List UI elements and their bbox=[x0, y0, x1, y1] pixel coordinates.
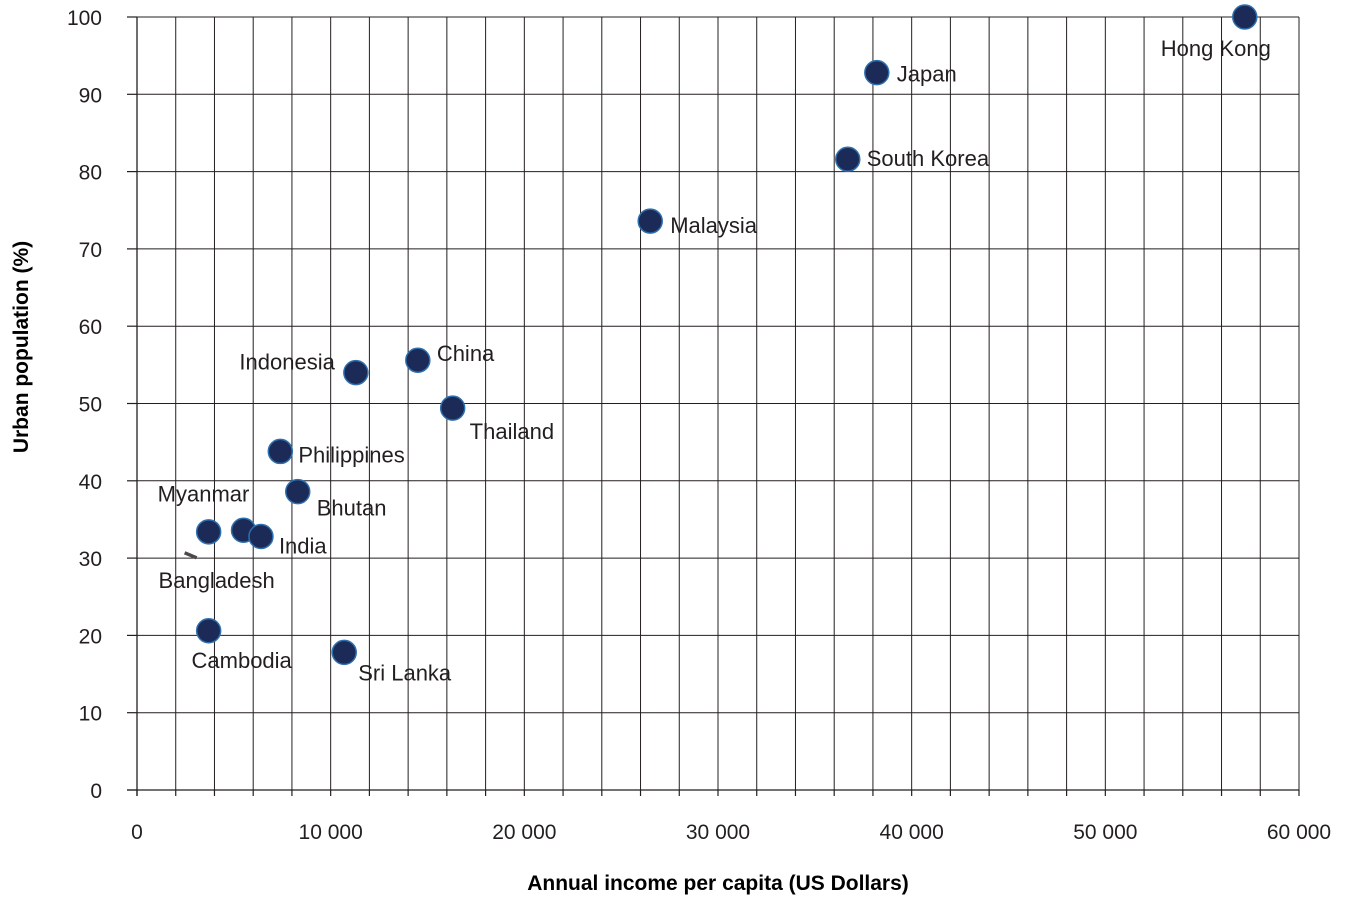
point-label-myanmar: Myanmar bbox=[158, 481, 250, 506]
point-label-india: India bbox=[279, 533, 327, 558]
data-point-bhutan bbox=[284, 478, 311, 505]
data-point-china bbox=[405, 347, 431, 373]
x-tick-label: 20 000 bbox=[492, 821, 556, 844]
y-tick-label: 20 bbox=[79, 625, 102, 648]
point-label-south-korea: South Korea bbox=[867, 146, 990, 171]
y-tick-label: 80 bbox=[79, 162, 102, 185]
x-tick-label: 10 000 bbox=[299, 821, 363, 844]
y-tick-label: 50 bbox=[79, 394, 102, 417]
y-tick-label: 40 bbox=[79, 471, 102, 494]
point-labels: Hong Kong Japan South Korea Malaysia China In… bbox=[158, 36, 1271, 685]
x-tick-label: 0 bbox=[131, 821, 143, 844]
y-tick-label: 30 bbox=[79, 548, 102, 571]
data-point-cambodia bbox=[195, 618, 222, 644]
point-label-sri-lanka: Sri Lanka bbox=[358, 660, 452, 685]
x-axis-title: Annual income per capita (US Dollars) bbox=[527, 872, 909, 895]
x-tick-label: 30 000 bbox=[686, 821, 750, 844]
data-point-philippines bbox=[267, 438, 294, 465]
point-label-malaysia: Malaysia bbox=[670, 213, 758, 238]
data-point-india bbox=[248, 523, 274, 550]
x-tick-label: 50 000 bbox=[1073, 821, 1137, 844]
data-point-hong-kong bbox=[1232, 4, 1258, 30]
y-tick-label: 70 bbox=[79, 239, 102, 262]
y-axis-tick-labels: 0 10 20 30 40 50 60 70 80 90 100 bbox=[67, 7, 102, 803]
x-tick-label: 60 000 bbox=[1267, 821, 1331, 844]
point-label-hong-kong: Hong Kong bbox=[1161, 36, 1271, 61]
data-point-bangladesh bbox=[195, 519, 222, 545]
point-label-cambodia: Cambodia bbox=[192, 648, 293, 673]
point-label-bangladesh: Bangladesh bbox=[159, 568, 275, 593]
data-point-sri-lanka bbox=[331, 639, 357, 666]
y-tick-label: 60 bbox=[79, 316, 102, 339]
grid bbox=[137, 16, 1300, 791]
point-label-china: China bbox=[437, 341, 495, 366]
point-label-japan: Japan bbox=[897, 62, 957, 87]
axes bbox=[127, 16, 1300, 796]
x-axis-tick-labels: 0 10 000 20 000 30 000 40 000 50 000 60 000 bbox=[131, 821, 1331, 844]
y-tick-label: 100 bbox=[67, 7, 102, 30]
data-point-malaysia bbox=[637, 208, 663, 234]
x-tick-label: 40 000 bbox=[880, 821, 944, 844]
y-tick-label: 10 bbox=[79, 703, 102, 726]
data-points bbox=[195, 4, 1258, 666]
data-point-japan bbox=[864, 59, 890, 86]
y-tick-label: 0 bbox=[90, 780, 102, 803]
y-axis-title: Urban population (%) bbox=[10, 241, 33, 453]
y-tick-label: 90 bbox=[79, 84, 102, 107]
data-point-south-korea bbox=[835, 146, 861, 172]
point-label-indonesia: Indonesia bbox=[239, 350, 335, 375]
data-point-indonesia bbox=[343, 359, 369, 386]
point-label-thailand: Thailand bbox=[470, 419, 554, 444]
point-label-bhutan: Bhutan bbox=[317, 496, 387, 521]
leader-line-bangladesh bbox=[183, 551, 198, 560]
point-label-philippines: Philippines bbox=[298, 442, 404, 467]
data-point-thailand bbox=[439, 395, 466, 421]
